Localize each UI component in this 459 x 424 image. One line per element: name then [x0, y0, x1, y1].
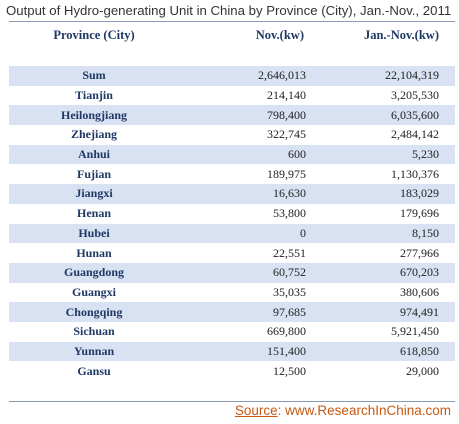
nov-cell: 53,800	[179, 203, 320, 224]
province-cell: Zhejiang	[9, 125, 179, 145]
jan-nov-cell: 2,484,142	[320, 125, 455, 145]
table-row: Guangdong 60,752 670,203	[9, 262, 455, 283]
nov-cell: 669,800	[179, 321, 320, 342]
table-row: Tianjin 214,140 3,205,530	[9, 85, 455, 106]
table-row: Yunnan 151,400 618,850	[9, 341, 455, 362]
table-title: Output of Hydro-generating Unit in China…	[6, 3, 452, 18]
jan-nov-cell: 29,000	[320, 361, 455, 381]
table-row: Guangxi 35,035 380,606	[9, 282, 455, 303]
province-cell: Jiangxi	[9, 184, 179, 204]
table-row: Hunan 22,551 277,966	[9, 243, 455, 263]
table-row: Sum 2,646,013 22,104,319	[9, 66, 455, 86]
jan-nov-cell: 5,921,450	[320, 321, 455, 342]
table-row: Chongqing 97,685 974,491	[9, 302, 455, 322]
nov-cell: 97,685	[179, 302, 320, 322]
table-row: Jiangxi 16,630 183,029	[9, 184, 455, 204]
table-row: Sichuan 669,800 5,921,450	[9, 321, 455, 342]
nov-cell: 600	[179, 144, 320, 165]
nov-cell: 35,035	[179, 282, 320, 303]
nov-cell: 798,400	[179, 105, 320, 126]
nov-cell: 214,140	[179, 85, 320, 106]
jan-nov-cell: 8,150	[320, 223, 455, 244]
province-cell: Guangxi	[9, 282, 179, 303]
jan-nov-cell: 277,966	[320, 243, 455, 263]
table-row: Henan 53,800 179,696	[9, 203, 455, 224]
province-cell: Sichuan	[9, 321, 179, 342]
jan-nov-cell: 618,850	[320, 341, 455, 362]
province-cell: Heilongjiang	[9, 105, 179, 126]
source-label: Source	[234, 403, 278, 418]
column-header-jan-nov: Jan.-Nov.(kw)	[363, 27, 439, 42]
table-row: Zhejiang 322,745 2,484,142	[9, 125, 455, 145]
table-body: Sum 2,646,013 22,104,319 Tianjin 214,140 3,20…	[9, 46, 455, 381]
province-cell: Anhui	[9, 144, 179, 165]
jan-nov-cell: 1,130,376	[320, 164, 455, 185]
nov-cell: 2,646,013	[179, 66, 320, 86]
nov-cell: 12,500	[179, 361, 320, 381]
province-cell: Sum	[9, 66, 179, 86]
nov-cell: 16,630	[179, 184, 320, 204]
column-header-nov: Nov.(kw)	[255, 27, 304, 42]
table-row: Fujian 189,975 1,130,376	[9, 164, 455, 185]
column-header-province: Province (City)	[53, 27, 135, 42]
jan-nov-cell: 974,491	[320, 302, 455, 322]
jan-nov-cell: 183,029	[320, 184, 455, 204]
table-row: Hubei 0 8,150	[9, 223, 455, 244]
jan-nov-cell: 22,104,319	[320, 66, 455, 86]
province-cell: Gansu	[9, 361, 179, 381]
province-cell: Henan	[9, 203, 179, 224]
province-cell: Hubei	[9, 223, 179, 244]
nov-cell: 189,975	[179, 164, 320, 185]
jan-nov-cell: 6,035,600	[320, 105, 455, 126]
header-spacer	[9, 46, 455, 66]
source-text: : www.ResearchInChina.com	[277, 403, 451, 418]
jan-nov-cell: 670,203	[320, 262, 455, 283]
data-table: Province (City) Nov.(kw) Jan.-Nov.(kw) S…	[9, 24, 455, 381]
jan-nov-cell: 3,205,530	[320, 85, 455, 106]
nov-cell: 151,400	[179, 341, 320, 362]
province-cell: Chongqing	[9, 302, 179, 322]
table-frame	[9, 21, 455, 402]
jan-nov-cell: 179,696	[320, 203, 455, 224]
province-cell: Tianjin	[9, 85, 179, 106]
province-cell: Fujian	[9, 164, 179, 185]
province-cell: Guangdong	[9, 262, 179, 283]
nov-cell: 0	[179, 223, 320, 244]
table-row: Heilongjiang 798,400 6,035,600	[9, 105, 455, 126]
nov-cell: 22,551	[179, 243, 320, 263]
province-cell: Hunan	[9, 243, 179, 263]
jan-nov-cell: 5,230	[320, 144, 455, 165]
source-note: Source: www.ResearchInChina.com	[235, 403, 451, 418]
jan-nov-cell: 380,606	[320, 282, 455, 303]
table-row: Gansu 12,500 29,000	[9, 361, 455, 381]
nov-cell: 60,752	[179, 262, 320, 283]
table-row: Anhui 600 5,230	[9, 144, 455, 165]
header-row: Province (City) Nov.(kw) Jan.-Nov.(kw)	[9, 24, 455, 46]
province-cell: Yunnan	[9, 341, 179, 362]
nov-cell: 322,745	[179, 125, 320, 145]
